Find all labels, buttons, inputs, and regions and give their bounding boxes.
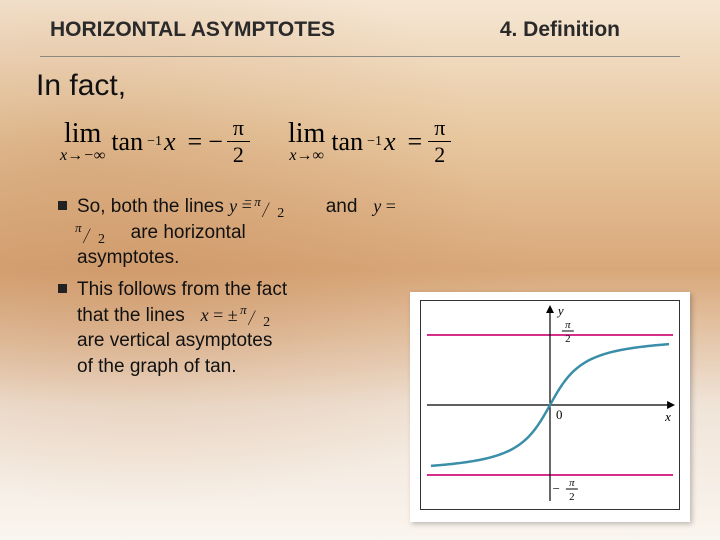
frac-num: π — [428, 117, 451, 142]
diag-frac: π ⁄ 2 — [242, 305, 270, 327]
equals-sign: = — [188, 127, 203, 157]
svg-text:2: 2 — [569, 491, 574, 503]
intro-text: In fact, — [36, 69, 720, 103]
b2-part-d: of the graph of tan. — [77, 356, 237, 377]
diag-frac: − π ⁄ 2 — [256, 197, 284, 219]
svg-text:y: y — [556, 303, 564, 318]
b2-part-a: This follows from the fact — [77, 279, 287, 300]
inline-eq-3: x = ± π ⁄ 2 — [201, 305, 271, 325]
equals-sign: = — [408, 127, 423, 157]
b2-part-c: are vertical asymptotes — [77, 330, 272, 351]
bullet-list: So, both the lines y = − π ⁄ 2 and y — [58, 194, 398, 385]
neg-sign: − — [208, 127, 223, 157]
b2-part-b: that the lines — [77, 305, 185, 326]
lim-label: lim — [288, 120, 325, 148]
b1-part-b: are horizontal — [131, 222, 246, 243]
slide-header: HORIZONTAL ASYMPTOTES 4. Definition — [0, 0, 720, 50]
var-x: x — [384, 127, 396, 157]
lim-block-left: lim x→−∞ — [60, 120, 105, 164]
lim-block-right: lim x→∞ — [288, 120, 325, 164]
bullet-text: This follows from the fact that the line… — [77, 277, 398, 380]
svg-text:π: π — [569, 477, 575, 489]
equation-right: lim x→∞ tan−1 x = π 2 — [288, 117, 451, 166]
list-item: This follows from the fact that the line… — [58, 277, 398, 380]
equation-left: lim x→−∞ tan−1 x = − π 2 — [60, 117, 250, 166]
frac-den: 2 — [434, 142, 445, 166]
b1-part-a: So, both the lines — [77, 196, 224, 217]
bullet-text: So, both the lines y = − π ⁄ 2 and y — [77, 194, 398, 271]
func-sup: −1 — [147, 134, 162, 150]
arctan-graph: yx0π2π2− — [421, 301, 679, 509]
header-rule — [40, 56, 680, 57]
svg-text:x: x — [664, 409, 671, 424]
svg-text:0: 0 — [556, 407, 562, 422]
graph-figure: yx0π2π2− — [410, 292, 690, 522]
svg-text:2: 2 — [565, 333, 570, 345]
var-x: x — [164, 127, 176, 157]
equations-row: lim x→−∞ tan−1 x = − π 2 lim x→∞ tan−1 x… — [0, 117, 720, 166]
header-section: 4. Definition — [500, 18, 620, 42]
frac-num: π — [227, 117, 250, 142]
bullet-square-icon — [58, 201, 67, 210]
func-sup: −1 — [367, 134, 382, 150]
func-name: tan — [111, 127, 143, 157]
func-name: tan — [331, 127, 363, 157]
bullet-square-icon — [58, 284, 67, 293]
fraction-left: π 2 — [227, 117, 250, 166]
lim-sub: x→−∞ — [60, 148, 105, 164]
svg-text:−: − — [553, 481, 560, 496]
lim-sub: x→∞ — [289, 148, 324, 164]
b1-part-c: asymptotes. — [77, 247, 179, 268]
fraction-right: π 2 — [428, 117, 451, 166]
list-item: So, both the lines y = − π ⁄ 2 and y — [58, 194, 398, 271]
header-title: HORIZONTAL ASYMPTOTES — [50, 18, 335, 42]
graph-plot-area: yx0π2π2− — [420, 300, 680, 510]
inline-eq-1: y = − π ⁄ 2 — [229, 196, 289, 216]
frac-den: 2 — [233, 142, 244, 166]
svg-text:π: π — [565, 319, 571, 331]
diag-frac: π ⁄ 2 — [77, 223, 105, 245]
b1-and: and — [326, 196, 358, 217]
lim-label: lim — [64, 120, 101, 148]
